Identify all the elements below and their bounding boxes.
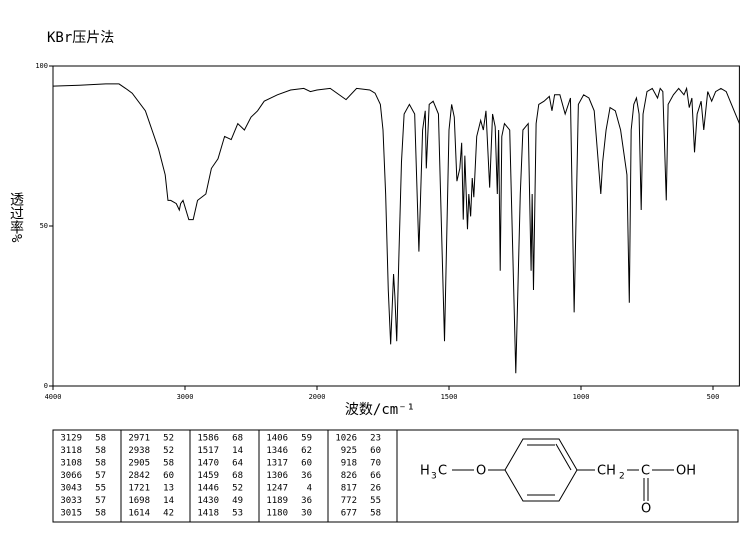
peak-wavenumber: 677 xyxy=(341,509,357,519)
peak-wavenumber: 817 xyxy=(341,484,357,494)
peak-wavenumber: 1317 xyxy=(266,459,288,469)
header: KBr压片法 xyxy=(47,30,114,46)
peak-wavenumber: 2971 xyxy=(128,434,150,444)
peak-transmittance: 68 xyxy=(232,434,243,444)
structure: H 3 C O CH 2 C OH O xyxy=(420,438,696,517)
peak-wavenumber: 1586 xyxy=(197,434,219,444)
x-axis-label: 波数/cm⁻¹ xyxy=(345,402,415,418)
peak-transmittance: 58 xyxy=(95,434,106,444)
x-tick-label: 2000 xyxy=(309,393,326,401)
peak-wavenumber: 826 xyxy=(341,471,357,481)
peak-transmittance: 60 xyxy=(301,459,312,469)
atom: O xyxy=(476,464,486,479)
peak-transmittance: 57 xyxy=(95,496,106,506)
peak-wavenumber: 1446 xyxy=(197,484,219,494)
atom-subscript: 3 xyxy=(431,472,437,482)
peak-transmittance: 4 xyxy=(307,484,312,494)
peak-wavenumber: 1180 xyxy=(266,509,288,519)
table-dividers xyxy=(120,430,398,522)
peak-wavenumber: 1721 xyxy=(128,484,150,494)
x-tick-label: 500 xyxy=(707,393,720,401)
peak-transmittance: 62 xyxy=(301,446,312,456)
atom-subscript: 2 xyxy=(619,472,625,482)
peak-wavenumber: 3033 xyxy=(60,496,82,506)
peak-wavenumber: 1247 xyxy=(266,484,288,494)
peak-wavenumber: 1517 xyxy=(197,446,219,456)
atom: CH xyxy=(597,464,616,479)
peak-wavenumber: 3015 xyxy=(60,509,82,519)
peak-transmittance: 55 xyxy=(370,496,381,506)
peak-wavenumber: 1026 xyxy=(335,434,357,444)
peak-transmittance: 59 xyxy=(301,434,312,444)
peak-transmittance: 30 xyxy=(301,509,312,519)
spectrum-line xyxy=(52,83,740,374)
peak-transmittance: 13 xyxy=(163,484,174,494)
peak-wavenumber: 918 xyxy=(341,459,357,469)
peak-transmittance: 58 xyxy=(95,446,106,456)
x-tick-label: 3000 xyxy=(177,393,194,401)
peak-transmittance: 52 xyxy=(163,434,174,444)
peak-wavenumber: 925 xyxy=(341,446,357,456)
y-axis-label: 透过率% xyxy=(8,192,24,243)
peak-wavenumber: 3118 xyxy=(60,446,82,456)
peak-transmittance: 26 xyxy=(370,484,381,494)
peak-wavenumber: 1306 xyxy=(266,471,288,481)
peak-transmittance: 64 xyxy=(232,459,243,469)
peak-wavenumber: 1406 xyxy=(266,434,288,444)
x-tick-label: 1500 xyxy=(441,393,458,401)
y-tick-label: 0 xyxy=(44,382,48,390)
peak-transmittance: 14 xyxy=(163,496,174,506)
peak-wavenumber: 3066 xyxy=(60,471,82,481)
peak-wavenumber: 2938 xyxy=(128,446,150,456)
peak-transmittance: 23 xyxy=(370,434,381,444)
peak-transmittance: 14 xyxy=(232,446,243,456)
peak-transmittance: 60 xyxy=(163,471,174,481)
peak-wavenumber: 3129 xyxy=(60,434,82,444)
peak-transmittance: 57 xyxy=(95,471,106,481)
peak-wavenumber: 772 xyxy=(341,496,357,506)
peak-wavenumber: 2842 xyxy=(128,471,150,481)
atom: C xyxy=(641,464,650,479)
peak-transmittance: 49 xyxy=(232,496,243,506)
atom: OH xyxy=(676,464,696,479)
peak-wavenumber: 1346 xyxy=(266,446,288,456)
peak-transmittance: 42 xyxy=(163,509,174,519)
peak-transmittance: 53 xyxy=(232,509,243,519)
peak-transmittance: 58 xyxy=(95,509,106,519)
peak-transmittance: 58 xyxy=(163,459,174,469)
peak-transmittance: 66 xyxy=(370,471,381,481)
peak-transmittance: 36 xyxy=(301,496,312,506)
peak-transmittance: 60 xyxy=(370,446,381,456)
bonds xyxy=(452,438,674,502)
x-tick-label: 1000 xyxy=(573,393,590,401)
peak-wavenumber: 1430 xyxy=(197,496,219,506)
peak-wavenumber: 1418 xyxy=(197,509,219,519)
peak-wavenumber: 1189 xyxy=(266,496,288,506)
y-tick-label: 50 xyxy=(40,222,48,230)
peak-transmittance: 58 xyxy=(370,509,381,519)
table-frame xyxy=(52,429,739,523)
peak-wavenumber: 3108 xyxy=(60,459,82,469)
atom: O xyxy=(641,502,651,517)
peak-transmittance: 36 xyxy=(301,471,312,481)
peak-transmittance: 58 xyxy=(95,459,106,469)
peak-transmittance: 52 xyxy=(232,484,243,494)
peak-wavenumber: 1459 xyxy=(197,471,219,481)
peak-wavenumber: 1470 xyxy=(197,459,219,469)
atom: C xyxy=(438,464,447,479)
peak-transmittance: 55 xyxy=(95,484,106,494)
peak-wavenumber: 1614 xyxy=(128,509,150,519)
peak-transmittance: 68 xyxy=(232,471,243,481)
peak-wavenumber: 2905 xyxy=(128,459,150,469)
peak-wavenumber: 1698 xyxy=(128,496,150,506)
peak-transmittance: 70 xyxy=(370,459,381,469)
peak-transmittance: 52 xyxy=(163,446,174,456)
atom: H xyxy=(420,464,430,479)
peak-wavenumber: 3043 xyxy=(60,484,82,494)
y-tick-label: 100 xyxy=(35,62,48,70)
x-tick-label: 4000 xyxy=(45,393,62,401)
